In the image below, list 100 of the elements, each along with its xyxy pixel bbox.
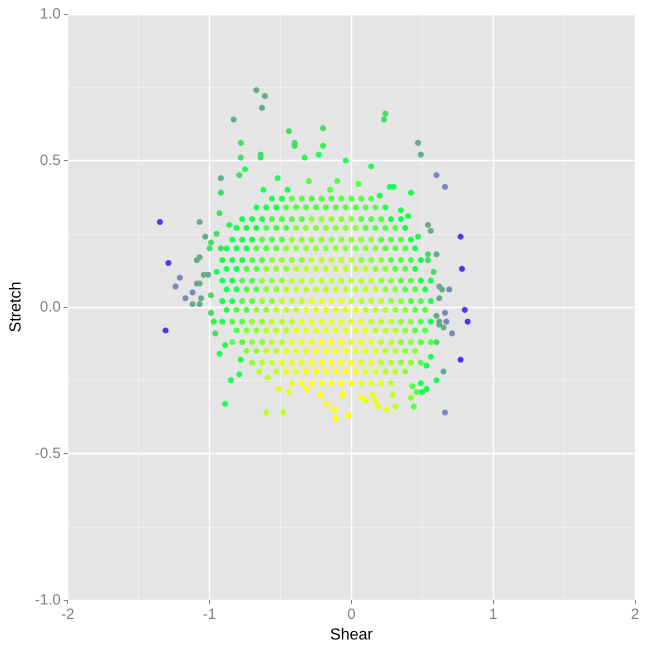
point (358, 339, 364, 346)
point (458, 266, 465, 272)
y-axis-title: Stretch (8, 282, 24, 332)
point (424, 251, 431, 258)
point (433, 312, 440, 319)
point (293, 348, 300, 354)
point (375, 404, 382, 410)
point (308, 360, 315, 366)
point (308, 339, 315, 346)
point (328, 380, 335, 386)
point (303, 306, 309, 313)
point (348, 339, 354, 346)
point (312, 368, 319, 374)
point (320, 125, 326, 132)
point (378, 380, 384, 386)
point (288, 360, 295, 366)
point (259, 104, 266, 111)
point (433, 172, 440, 178)
point (308, 380, 315, 386)
x-tick-label: -1 (202, 606, 216, 623)
point (276, 386, 282, 392)
point (464, 318, 471, 325)
point (312, 348, 319, 354)
point (324, 400, 330, 407)
point (196, 301, 203, 308)
point (331, 406, 338, 413)
point (322, 327, 329, 334)
point (433, 251, 440, 258)
point (342, 368, 349, 374)
point (318, 360, 325, 366)
point (230, 116, 237, 122)
point (338, 298, 344, 304)
point (198, 295, 204, 302)
point (312, 327, 319, 334)
x-tick-label: 0 (347, 606, 356, 623)
y-tick-label: -0.5 (34, 445, 61, 462)
point (288, 380, 295, 386)
point (218, 245, 224, 252)
point (308, 318, 315, 325)
point (165, 260, 172, 266)
point (196, 219, 203, 226)
point (156, 219, 163, 226)
point (352, 348, 359, 354)
point (436, 283, 442, 290)
point (317, 392, 324, 398)
point (332, 327, 339, 334)
point (428, 228, 434, 234)
point (328, 298, 335, 304)
point (332, 368, 339, 374)
point (283, 368, 290, 374)
point (370, 392, 376, 398)
point (338, 360, 344, 366)
point (298, 339, 305, 346)
point (286, 388, 292, 395)
y-tick-label: 1.0 (40, 6, 61, 22)
point (288, 339, 295, 346)
point (362, 398, 369, 404)
point (458, 356, 464, 363)
point (424, 222, 431, 228)
point (218, 190, 224, 196)
point (278, 360, 285, 366)
point (442, 409, 448, 416)
point (338, 380, 344, 386)
point (190, 301, 196, 308)
point (348, 318, 354, 325)
point (368, 339, 374, 346)
point (298, 318, 305, 325)
point (338, 339, 344, 346)
point (443, 318, 450, 325)
point (368, 380, 374, 386)
point (358, 360, 364, 366)
point (298, 360, 305, 366)
point (208, 292, 214, 298)
point (380, 116, 387, 122)
point (253, 87, 260, 94)
point (362, 348, 369, 354)
x-axis-title: Shear (330, 626, 374, 644)
point (322, 306, 329, 313)
point (293, 327, 300, 334)
y-tick-label: 0.0 (40, 298, 61, 316)
point (358, 394, 364, 401)
point (238, 154, 244, 161)
point (202, 234, 208, 240)
point (440, 368, 447, 374)
y-tick-label: 0.5 (40, 152, 61, 169)
point (176, 274, 183, 281)
point (162, 327, 169, 334)
point (338, 318, 344, 325)
point (449, 330, 456, 336)
point (424, 257, 431, 264)
point (212, 330, 218, 336)
point (238, 140, 244, 146)
point (332, 415, 339, 422)
point (318, 298, 325, 304)
point (236, 172, 242, 178)
point (348, 380, 354, 386)
point (352, 368, 359, 374)
point (196, 254, 203, 260)
point (328, 360, 335, 366)
x-tick-label: 1 (489, 606, 498, 623)
